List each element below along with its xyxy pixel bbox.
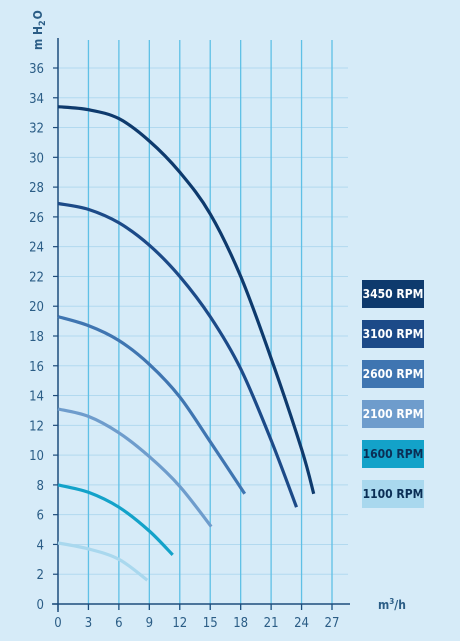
legend-label: 1600 RPM — [363, 447, 424, 461]
x-axis-label: m3/h — [378, 597, 406, 612]
y-axis-label: m H2O — [31, 10, 48, 50]
series-lines — [57, 105, 316, 582]
series-line-2600-rpm — [57, 315, 247, 495]
y-tick-label: 20 — [29, 300, 44, 315]
y-tick-label: 18 — [29, 330, 44, 345]
axis-labels: m H2O m3/h — [31, 10, 406, 612]
x-tick-label: 3 — [85, 616, 92, 631]
legend-swatch — [362, 360, 424, 388]
axes — [52, 38, 350, 612]
series-line-2100-rpm — [57, 407, 213, 528]
x-tick-label: 12 — [172, 616, 187, 631]
y-tick-label: 30 — [29, 151, 44, 166]
y-tick-label: 22 — [29, 270, 44, 285]
y-tick-label: 34 — [29, 92, 44, 107]
legend-swatch — [362, 440, 424, 468]
series-line-3100-rpm — [57, 201, 298, 508]
y-tick-label: 24 — [29, 241, 44, 256]
y-tick-label: 16 — [29, 360, 44, 375]
x-tick-label: 6 — [115, 616, 122, 631]
legend-label: 2600 RPM — [363, 367, 424, 381]
legend-label: 2100 RPM — [363, 407, 424, 421]
series-line-3450-rpm — [57, 105, 316, 495]
x-tick-label: 21 — [264, 616, 279, 631]
grid — [58, 40, 348, 610]
y-tick-label: 28 — [29, 181, 44, 196]
legend-swatch — [362, 400, 424, 428]
x-tick-label: 27 — [325, 616, 340, 631]
y-tick-label: 26 — [29, 211, 44, 226]
y-tick-label: 14 — [29, 390, 44, 405]
legend-label: 3450 RPM — [363, 287, 424, 301]
x-tick-label: 18 — [233, 616, 248, 631]
legend-label: 3100 RPM — [363, 327, 424, 341]
y-tick-label: 4 — [37, 538, 44, 553]
legend-swatch — [362, 480, 424, 508]
legend-label: 1100 RPM — [363, 487, 424, 501]
legend-swatch — [362, 280, 424, 308]
x-tick-label: 15 — [203, 616, 218, 631]
y-tick-label: 10 — [29, 449, 44, 464]
legend-swatch — [362, 320, 424, 348]
series-line-1100-rpm — [57, 541, 149, 582]
x-tick-label: 24 — [294, 616, 309, 631]
x-tick-label: 9 — [146, 616, 153, 631]
legend: 3450 RPM 3100 RPM 2600 RPM 2100 RPM 1600 RPM… — [362, 280, 424, 508]
series-line-1600-rpm — [57, 483, 174, 557]
y-tick-label: 12 — [29, 419, 44, 434]
y-tick-label: 2 — [37, 568, 44, 583]
y-tick-label: 6 — [37, 509, 44, 524]
y-tick-label: 8 — [37, 479, 44, 494]
y-tick-label: 0 — [37, 598, 44, 613]
y-tick-label: 36 — [29, 62, 44, 77]
x-tick-label: 0 — [54, 616, 61, 631]
y-tick-label: 32 — [29, 122, 44, 137]
